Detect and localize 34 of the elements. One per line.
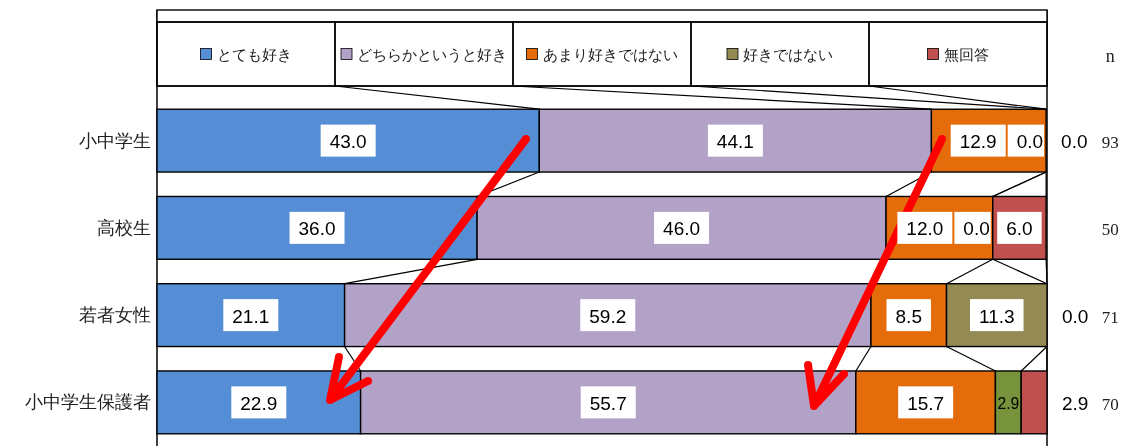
data-label: 44.1 — [716, 131, 754, 153]
y-tick-label: 若者女性 — [79, 305, 151, 326]
data-label: 0.0 — [963, 218, 990, 240]
legend-label: あまり好きではない — [542, 45, 678, 63]
text: 71 — [1101, 307, 1119, 327]
data-label: 43.0 — [329, 131, 367, 153]
data-label: 59.2 — [589, 305, 627, 327]
data-label: 0.0 — [1061, 131, 1088, 153]
data-label: 11.3 — [978, 305, 1015, 327]
data-label: 2.9 — [1062, 392, 1089, 414]
data-label: 55.7 — [589, 392, 627, 414]
legend-label: とても好き — [216, 45, 292, 63]
data-label: 22.9 — [240, 392, 278, 414]
data-label: 6.0 — [1006, 218, 1033, 240]
data-label: 36.0 — [298, 218, 336, 240]
data-label: 8.5 — [895, 305, 922, 327]
data-label: 15.7 — [907, 392, 945, 414]
data-label: 12.9 — [959, 131, 997, 153]
y-tick-label: 小中学生 — [79, 130, 151, 151]
y-tick-label: 高校生 — [97, 217, 151, 238]
data-label: 0.0 — [1062, 305, 1089, 327]
legend-label: 無回答 — [943, 45, 989, 63]
legend-label: どちらかというと好き — [357, 45, 507, 63]
legend-label: 好きではない — [743, 45, 833, 63]
text: 50 — [1101, 220, 1119, 240]
y-tick-label: 小中学生保護者 — [25, 392, 151, 413]
data-label: 12.0 — [906, 218, 944, 240]
text: n — [1105, 46, 1115, 66]
data-label: 0.0 — [1016, 131, 1044, 153]
data-label: 21.1 — [232, 305, 270, 327]
text: 93 — [1101, 133, 1119, 153]
text: 70 — [1101, 394, 1119, 414]
data-label: 46.0 — [663, 218, 701, 240]
data-label: 2.9 — [997, 394, 1020, 412]
